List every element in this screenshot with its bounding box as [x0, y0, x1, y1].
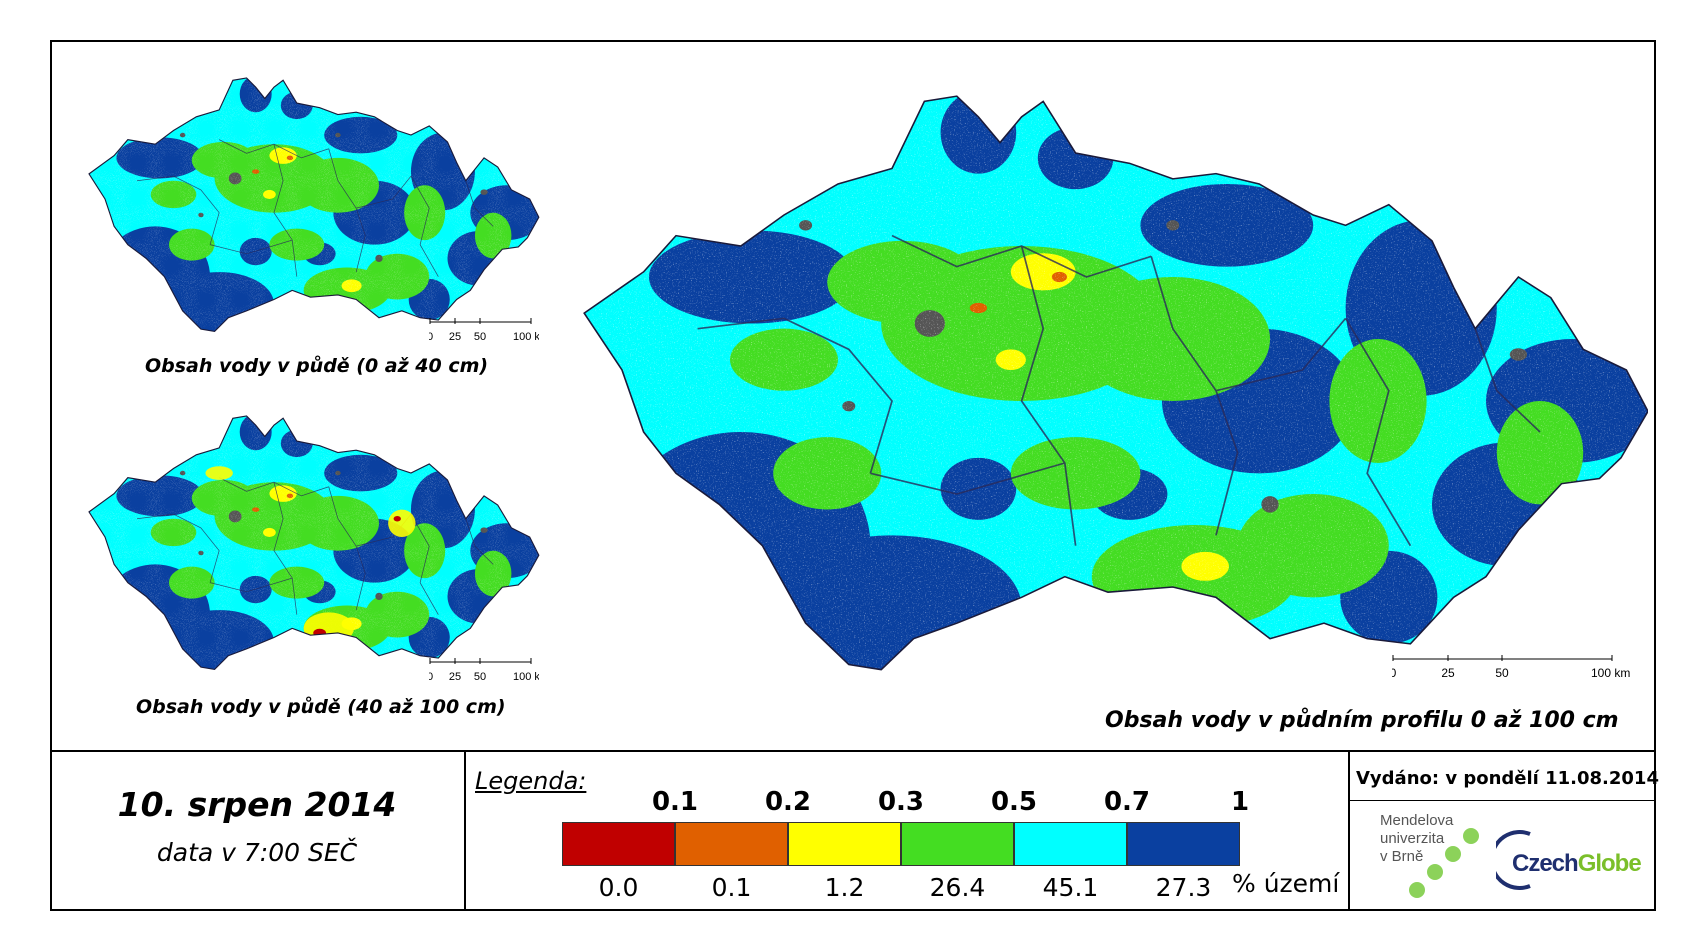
legend-threshold: 1: [1230, 787, 1250, 817]
scale-label-0: 0: [429, 671, 433, 683]
map-subsoil: [88, 415, 540, 671]
logo-dot: [1445, 846, 1461, 862]
czechglobe-logo: CzechGlobe: [1512, 850, 1642, 878]
czechglobe-arc-icon: [1496, 830, 1531, 890]
legend-swatch: [901, 822, 1014, 866]
footer-divider: [50, 750, 1656, 752]
legend-threshold: 0.2: [764, 787, 812, 817]
scale-label-100: 100 km: [513, 331, 539, 343]
scale-label-0: 0: [1392, 666, 1397, 680]
legend-percentage: 0.0: [598, 873, 639, 902]
legend-threshold: 0.3: [877, 787, 925, 817]
scale-label-0: 0: [429, 331, 433, 343]
legend-percentage: 0.1: [711, 873, 752, 902]
legend-swatch: [1014, 822, 1127, 866]
map-topsoil: [88, 77, 540, 333]
legend-percentage: 27.3: [1155, 873, 1212, 902]
logo-text-line: univerzita: [1380, 830, 1445, 847]
scale-label-50: 50: [474, 331, 486, 343]
legend-unit: % území: [1232, 869, 1340, 898]
scale-bar-subsoil: 0 25 50 100 km: [429, 658, 539, 683]
legend-percentage: 45.1: [1042, 873, 1099, 902]
scale-label-25: 25: [449, 671, 461, 683]
figure-frame: [50, 40, 1656, 911]
legend-threshold: 0.5: [990, 787, 1038, 817]
scale-label-50: 50: [474, 671, 486, 683]
scale-label-25: 25: [1441, 666, 1455, 680]
issued-divider: [1350, 800, 1656, 801]
scale-bar-topsoil: 0 25 50 100 km: [429, 318, 539, 343]
legend-title: Legenda:: [475, 767, 587, 795]
scale-bar-profile: 0 25 50 100 km: [1392, 655, 1630, 680]
date-label: 10. srpen 2014: [117, 785, 397, 824]
map-title-topsoil: Obsah vody v půdě (0 až 40 cm): [145, 355, 489, 377]
legend-swatch: [562, 822, 675, 866]
legend-threshold: 0.7: [1103, 787, 1151, 817]
logo-text-line: v Brně: [1380, 848, 1424, 865]
legend-percentage: 1.2: [824, 873, 865, 902]
footer-divider-right: [1348, 750, 1350, 911]
legend-threshold: 0.1: [651, 787, 699, 817]
map-title-subsoil: Obsah vody v půdě (40 až 100 cm): [136, 696, 506, 718]
time-note: data v 7:00 SEČ: [156, 838, 358, 867]
scale-label-100: 100 km: [1591, 666, 1630, 680]
czechglobe-logo-part: Globe: [1577, 850, 1642, 877]
issued-date: Vydáno: v pondělí 11.08.2014: [1356, 768, 1659, 789]
scale-label-25: 25: [449, 331, 461, 343]
logo-dot: [1427, 864, 1443, 880]
logo-text-line: Mendelova: [1380, 812, 1454, 829]
footer-divider-left: [464, 750, 466, 911]
scale-label-50: 50: [1495, 666, 1509, 680]
legend-swatch: [1127, 822, 1240, 866]
legend-percentage: 26.4: [929, 873, 986, 902]
map-title-profile: Obsah vody v půdním profilu 0 až 100 cm: [1105, 708, 1619, 733]
logo-dot: [1463, 828, 1479, 844]
czechglobe-logo-part: Czech: [1512, 850, 1579, 877]
logo-dot: [1409, 882, 1425, 898]
scale-label-100: 100 km: [513, 671, 539, 683]
map-profile: [583, 95, 1648, 671]
legend-swatch: [675, 822, 788, 866]
legend-swatch: [788, 822, 901, 866]
mendel-university-logo: Mendelova univerzita v Brně: [1380, 812, 1453, 866]
